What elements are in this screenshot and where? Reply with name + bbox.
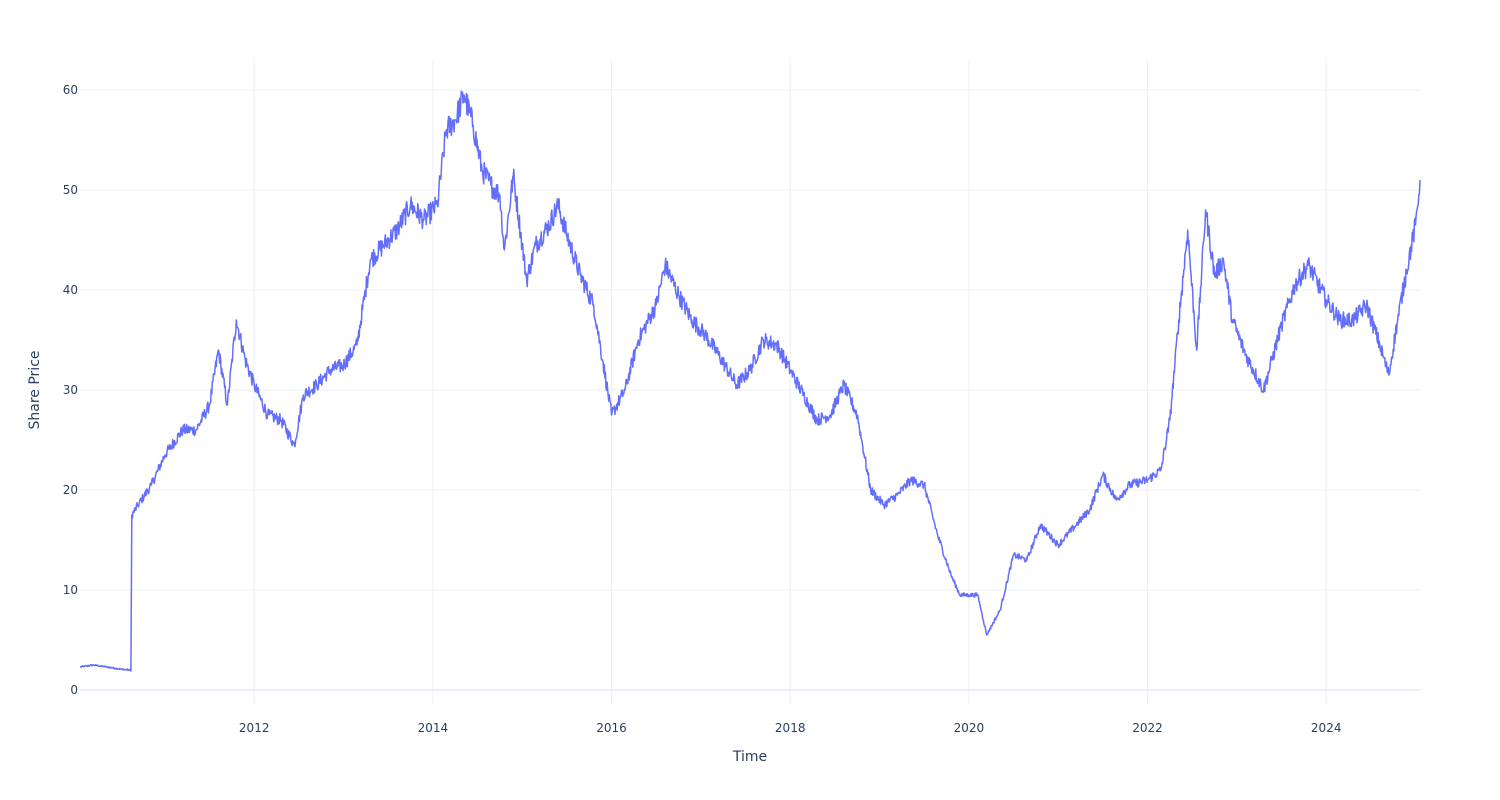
x-gridlines xyxy=(253,60,1327,705)
y-tick-label: 50 xyxy=(63,183,78,197)
y-tick-label: 0 xyxy=(70,683,78,697)
series-line xyxy=(79,90,1421,672)
y-tick-label: 10 xyxy=(63,583,78,597)
y-tick-label: 30 xyxy=(63,383,78,397)
y-axis-title: Share Price xyxy=(27,350,43,429)
x-tick-label: 2014 xyxy=(418,721,449,735)
y-gridlines xyxy=(80,89,1420,691)
x-tick-label: 2018 xyxy=(775,721,806,735)
x-tick-label: 2020 xyxy=(954,721,985,735)
x-tick-label: 2012 xyxy=(239,721,270,735)
y-tick-label: 40 xyxy=(63,283,78,297)
y-axis-ticks: 0 10 20 30 40 50 60 xyxy=(63,83,78,697)
x-tick-label: 2024 xyxy=(1311,721,1342,735)
y-tick-label: 60 xyxy=(63,83,78,97)
x-axis-ticks: 2012 2014 2016 2018 2020 2022 2024 xyxy=(239,721,1342,735)
plot-area xyxy=(79,90,1421,672)
y-tick-label: 20 xyxy=(63,483,78,497)
x-tick-label: 2022 xyxy=(1132,721,1163,735)
x-axis-title: Time xyxy=(732,749,767,765)
x-tick-label: 2016 xyxy=(596,721,627,735)
